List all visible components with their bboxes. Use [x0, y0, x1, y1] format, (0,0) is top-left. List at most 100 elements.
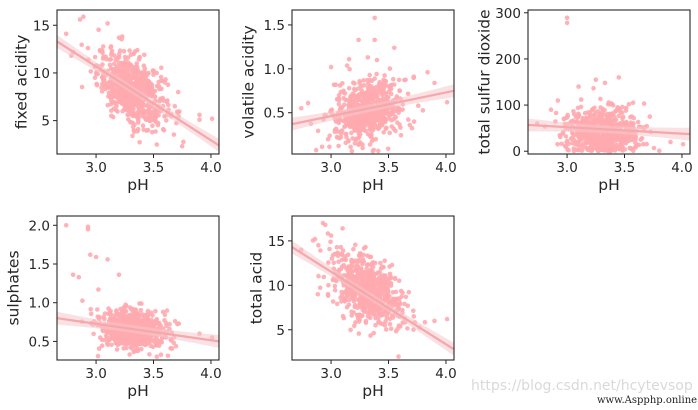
scatter-point	[376, 316, 381, 321]
scatter-point	[355, 312, 360, 318]
scatter-point	[109, 342, 114, 348]
scatter-point	[123, 106, 128, 111]
scatter-outlier	[85, 45, 91, 51]
scatter-point	[601, 140, 607, 146]
scatter-point	[604, 120, 610, 125]
scatter-point	[149, 129, 155, 135]
scatter-point	[368, 302, 373, 307]
scatter-point	[365, 274, 371, 280]
scatter-point	[396, 354, 401, 359]
scatter-point	[174, 109, 180, 115]
scatter-outlier	[564, 20, 570, 26]
scatter-point	[338, 135, 344, 140]
scatter-outlier	[209, 116, 215, 121]
scatter-point	[636, 142, 642, 148]
scatter-point	[590, 107, 595, 112]
scatter-point	[129, 76, 134, 81]
scatter-point	[374, 306, 380, 312]
scatter-point	[150, 344, 156, 350]
scatter-outlier	[576, 84, 581, 89]
scatter-point	[382, 73, 387, 78]
scatter-point	[384, 125, 389, 131]
scatter-point	[94, 82, 100, 88]
scatter-point	[377, 84, 383, 89]
scatter-point	[107, 57, 113, 62]
scatter-point	[337, 83, 343, 88]
scatter-point	[618, 142, 623, 148]
scatter-point	[572, 141, 578, 146]
scatter-point	[102, 84, 107, 89]
scatter-point	[608, 147, 613, 152]
scatter-point	[422, 320, 428, 325]
x-tick-label: 3.5	[378, 366, 399, 382]
scatter-point	[128, 120, 134, 125]
scatter-point	[356, 331, 362, 336]
scatter-point	[165, 98, 170, 103]
scatter-point	[120, 306, 125, 312]
scatter-point	[143, 109, 149, 114]
scatter-point	[153, 129, 158, 134]
scatter-point	[100, 44, 106, 49]
scatter-point	[130, 319, 136, 325]
scatter-point	[586, 146, 592, 151]
scatter-point	[363, 100, 369, 105]
scatter-point	[387, 321, 393, 327]
scatter-point	[376, 97, 382, 103]
scatter-point	[355, 114, 360, 119]
scatter-outlier	[197, 117, 202, 122]
scatter-outlier	[668, 139, 673, 145]
scatter-point	[118, 63, 123, 69]
scatter-point	[140, 123, 146, 128]
scatter-point	[635, 119, 641, 125]
scatter-point	[114, 94, 119, 100]
scatter-point	[581, 117, 587, 122]
scatter-point	[129, 307, 134, 312]
scatter-point	[356, 141, 362, 147]
scatter-point	[375, 124, 381, 129]
scatter-point	[359, 126, 365, 132]
scatter-outlier	[312, 236, 318, 242]
scatter-outlier	[63, 223, 69, 228]
scatter-point	[144, 117, 149, 122]
plot-area	[528, 15, 690, 154]
scatter-point	[128, 62, 133, 67]
scatter-point	[570, 131, 575, 136]
scatter-point	[327, 133, 333, 138]
scatter-point	[131, 127, 137, 133]
scatter-point	[113, 337, 118, 343]
scatter-point	[365, 89, 370, 94]
scatter-point	[349, 99, 355, 105]
scatter-outlier	[85, 226, 91, 232]
scatter-point	[148, 118, 153, 124]
scatter-point	[159, 78, 165, 84]
scatter-point	[396, 77, 402, 83]
scatter-point	[88, 306, 93, 312]
scatter-point	[143, 312, 149, 318]
scatter-point	[102, 316, 107, 322]
scatter-point	[593, 119, 598, 125]
scatter-point	[608, 120, 613, 126]
scatter-point	[128, 52, 134, 58]
scatter-point	[328, 239, 333, 245]
scatter-point	[115, 55, 121, 60]
scatter-point	[557, 133, 563, 138]
scatter-point	[344, 273, 350, 278]
scatter-point	[420, 108, 426, 113]
scatter-point	[610, 143, 615, 149]
scatter-point	[109, 66, 115, 72]
scatter-point	[339, 252, 345, 258]
scatter-point	[357, 79, 362, 84]
scatter-point	[367, 142, 373, 147]
scatter-point	[385, 146, 391, 152]
scatter-point	[368, 254, 374, 260]
scatter-point	[136, 319, 142, 324]
scatter-point	[625, 138, 631, 144]
axes-frame	[56, 9, 220, 155]
scatter-point	[144, 336, 149, 342]
scatter-point	[397, 88, 403, 94]
scatter-point	[88, 311, 94, 317]
scatter-point	[125, 112, 130, 118]
y-tick-label: 10	[33, 66, 50, 82]
scatter-point	[333, 82, 339, 88]
scatter-point	[373, 322, 378, 328]
